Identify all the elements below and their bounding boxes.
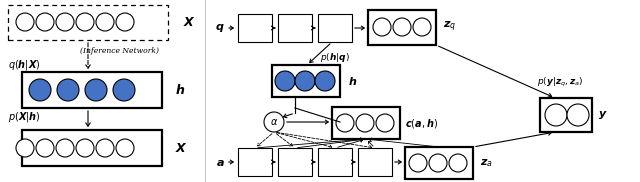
Circle shape (96, 139, 114, 157)
Bar (22, 72, 162, 108)
Bar (22, 130, 162, 166)
Circle shape (96, 13, 114, 31)
Bar (272, 65, 340, 97)
Bar (278, 14, 312, 42)
Circle shape (29, 79, 51, 101)
Bar (540, 98, 592, 132)
Circle shape (76, 13, 94, 31)
Text: (Inference Network): (Inference Network) (81, 47, 159, 55)
Bar (318, 148, 352, 176)
Circle shape (56, 139, 74, 157)
Circle shape (295, 71, 315, 91)
Text: $\boldsymbol{X}$: $\boldsymbol{X}$ (183, 15, 196, 29)
Circle shape (56, 13, 74, 31)
Text: $\boldsymbol{c}(\boldsymbol{a},\boldsymbol{h})$: $\boldsymbol{c}(\boldsymbol{a},\boldsymb… (405, 116, 438, 130)
Text: $p(\boldsymbol{X}|\boldsymbol{h})$: $p(\boldsymbol{X}|\boldsymbol{h})$ (8, 110, 41, 124)
Circle shape (57, 79, 79, 101)
Text: $p(\boldsymbol{h}|\boldsymbol{q})$: $p(\boldsymbol{h}|\boldsymbol{q})$ (320, 50, 350, 64)
Text: $q(\boldsymbol{h}|\boldsymbol{X})$: $q(\boldsymbol{h}|\boldsymbol{X})$ (8, 58, 41, 72)
Bar (8, 5, 168, 40)
Text: $\boldsymbol{a}$: $\boldsymbol{a}$ (216, 157, 225, 167)
Circle shape (356, 114, 374, 132)
Circle shape (264, 112, 284, 132)
Circle shape (275, 71, 295, 91)
Circle shape (567, 104, 589, 126)
Circle shape (76, 139, 94, 157)
Text: $\boldsymbol{y}$: $\boldsymbol{y}$ (598, 109, 607, 121)
Bar (278, 148, 312, 176)
Circle shape (413, 18, 431, 36)
Circle shape (336, 114, 354, 132)
Circle shape (116, 139, 134, 157)
Bar (318, 14, 352, 42)
Bar (358, 148, 392, 176)
Circle shape (429, 154, 447, 172)
Text: $\alpha$: $\alpha$ (270, 117, 278, 127)
Bar (238, 148, 272, 176)
Circle shape (545, 104, 567, 126)
Bar (368, 10, 436, 45)
Text: $p(\boldsymbol{y}|\boldsymbol{z}_q,\boldsymbol{z}_a)$: $p(\boldsymbol{y}|\boldsymbol{z}_q,\bold… (537, 76, 583, 89)
Text: $\boldsymbol{h}$: $\boldsymbol{h}$ (348, 75, 357, 87)
Circle shape (315, 71, 335, 91)
Circle shape (36, 139, 54, 157)
Text: $\boldsymbol{z}_q$: $\boldsymbol{z}_q$ (443, 20, 456, 34)
Circle shape (85, 79, 107, 101)
Circle shape (376, 114, 394, 132)
Circle shape (16, 13, 34, 31)
Circle shape (393, 18, 411, 36)
Circle shape (16, 139, 34, 157)
Bar (332, 107, 400, 139)
Circle shape (36, 13, 54, 31)
Circle shape (116, 13, 134, 31)
Circle shape (373, 18, 391, 36)
Text: $\boldsymbol{h}$: $\boldsymbol{h}$ (175, 83, 185, 97)
Circle shape (113, 79, 135, 101)
Text: $\boldsymbol{X}$: $\boldsymbol{X}$ (175, 141, 188, 155)
Bar (238, 14, 272, 42)
Text: $\boldsymbol{z}_a$: $\boldsymbol{z}_a$ (480, 157, 493, 169)
Bar (405, 147, 473, 179)
Circle shape (409, 154, 427, 172)
Text: $\boldsymbol{q}$: $\boldsymbol{q}$ (215, 22, 225, 34)
Circle shape (449, 154, 467, 172)
